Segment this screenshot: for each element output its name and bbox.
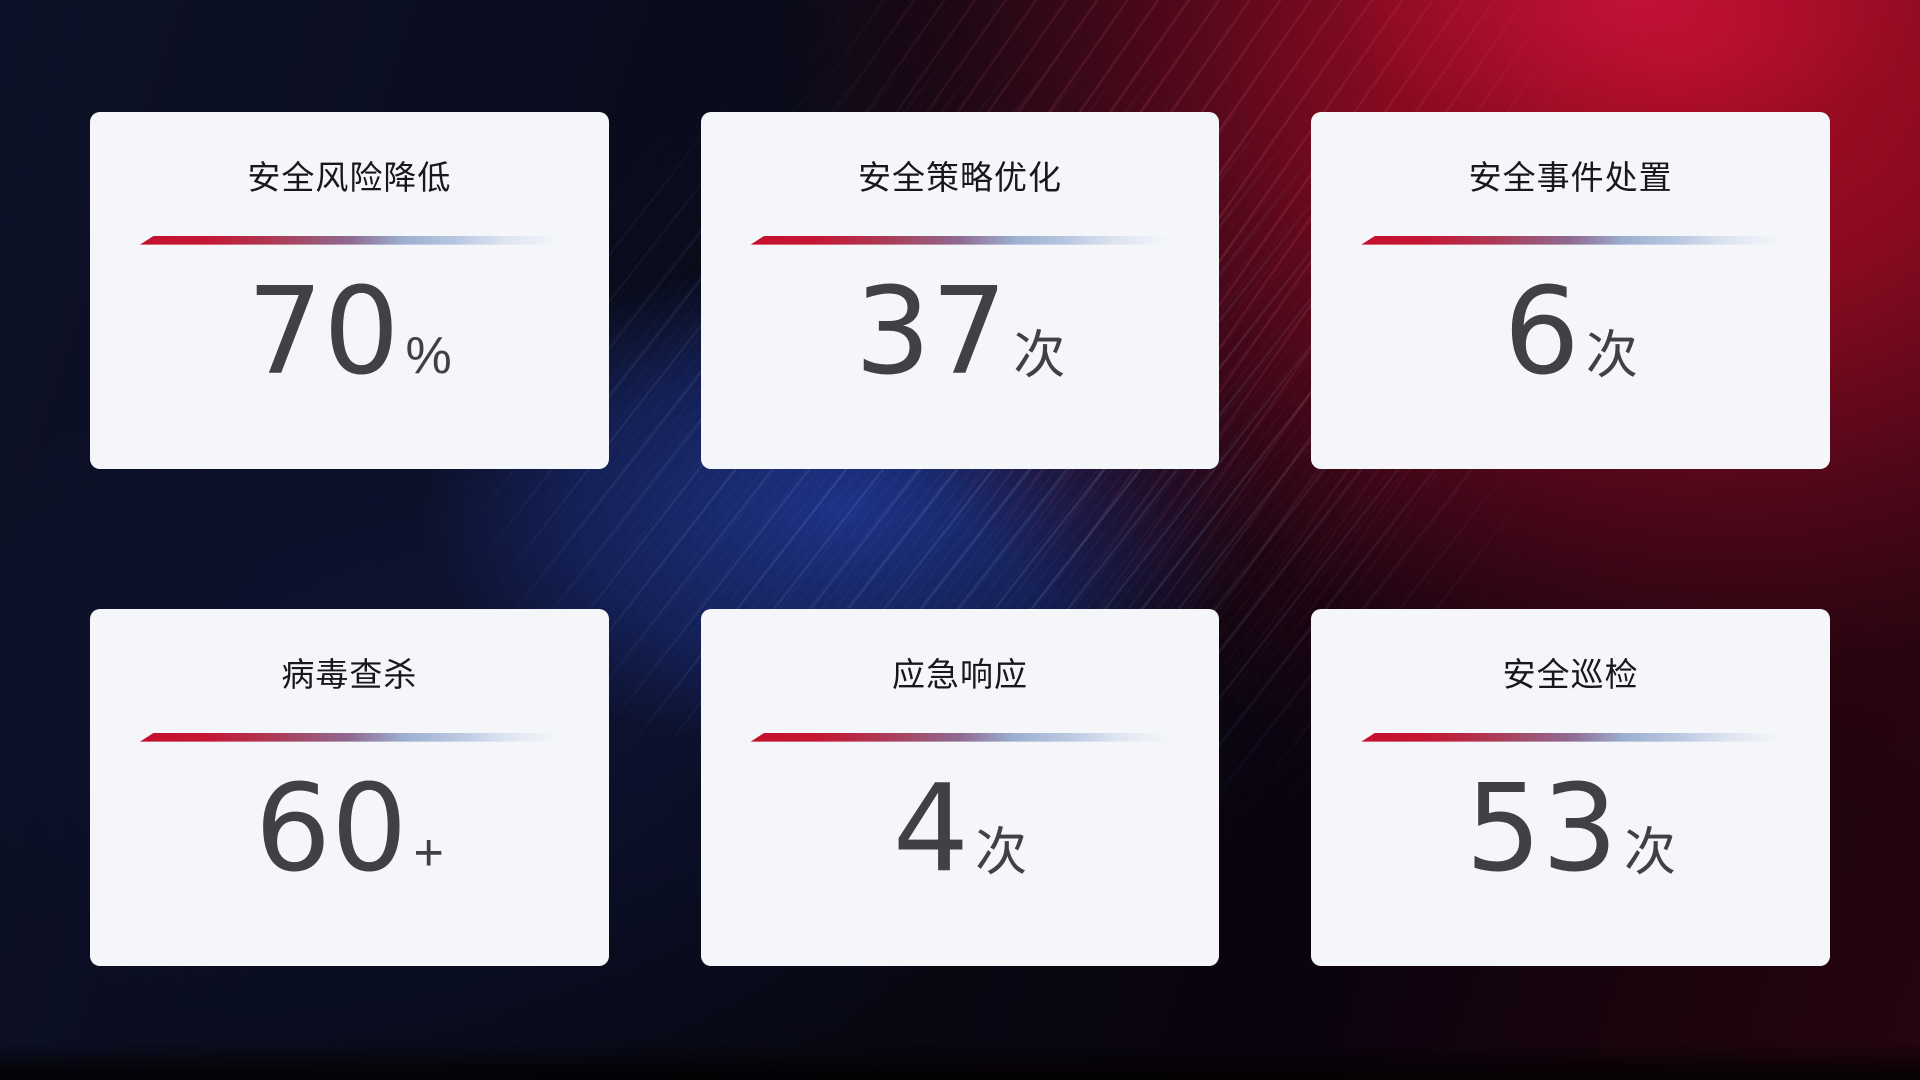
card-title: 安全策略优化: [857, 159, 1062, 196]
metric: 53 次: [1311, 759, 1830, 899]
stat-card: 病毒查杀 60 +: [90, 609, 609, 966]
stat-card: 安全巡检 53 次: [1311, 609, 1830, 966]
accent-divider: [140, 732, 559, 742]
stat-card: 安全策略优化 37 次: [700, 112, 1220, 469]
card-title: 安全事件处置: [1468, 159, 1673, 196]
stat-unit: +: [413, 823, 444, 882]
stat-unit: %: [405, 326, 452, 385]
metric: 70 %: [90, 262, 609, 402]
accent-divider: [1361, 732, 1780, 742]
stat-unit: 次: [1013, 326, 1066, 385]
card-title: 安全巡检: [1502, 656, 1639, 693]
stat-unit: 次: [1585, 326, 1638, 385]
stat-value: 53: [1465, 759, 1618, 899]
stat-card: 应急响应 4 次: [700, 609, 1220, 966]
stat-unit: 次: [1624, 823, 1677, 882]
stat-value: 37: [854, 262, 1008, 402]
card-title: 应急响应: [891, 656, 1028, 693]
stat-card: 安全风险降低 70 %: [90, 112, 609, 469]
metric: 60 +: [90, 759, 609, 899]
card-title: 安全风险降低: [247, 159, 452, 196]
stat-unit: 次: [975, 823, 1028, 882]
card-title: 病毒查杀: [281, 656, 418, 693]
accent-divider: [750, 235, 1170, 245]
accent-divider: [140, 235, 559, 245]
metric: 37 次: [701, 262, 1220, 402]
accent-divider: [750, 732, 1170, 742]
stats-grid: 安全风险降低 70 % 安全策略优化 37 次 安全事件处置 6 次 病毒查杀 …: [90, 112, 1830, 966]
metric: 4 次: [701, 759, 1220, 899]
stat-value: 70: [246, 262, 400, 402]
stat-value: 6: [1503, 262, 1580, 402]
stat-card: 安全事件处置 6 次: [1311, 112, 1830, 469]
stat-value: 4: [892, 759, 970, 899]
stat-value: 60: [254, 759, 408, 899]
accent-divider: [1361, 235, 1780, 245]
metric: 6 次: [1311, 262, 1830, 402]
